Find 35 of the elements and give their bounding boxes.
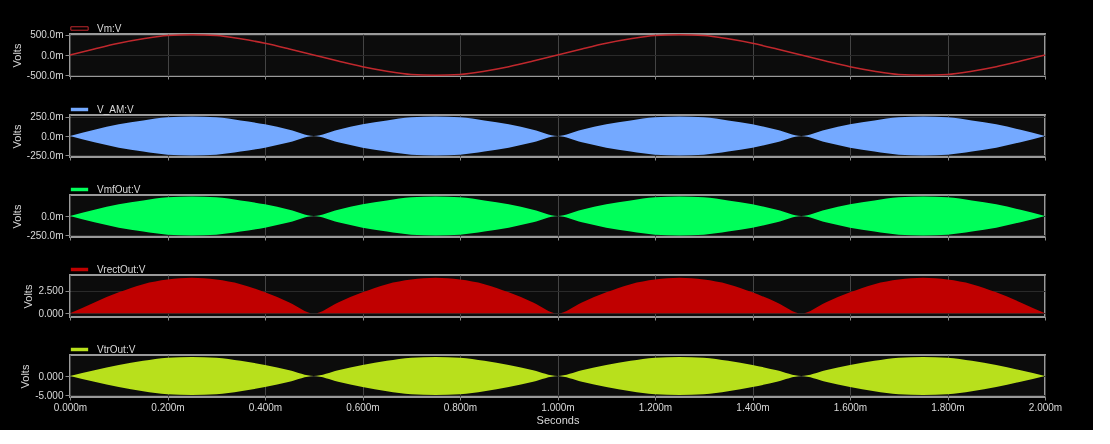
y-axis-title: Volts bbox=[10, 43, 23, 68]
y-tick-label: 0.0m bbox=[41, 130, 64, 142]
y-tick-label: 0.0m bbox=[41, 49, 64, 61]
legend-label: Vm:V bbox=[97, 22, 122, 34]
y-tick-label: 0.000 bbox=[38, 370, 64, 382]
x-tick-label: 0.200m bbox=[151, 401, 185, 413]
x-tick-label: 1.200m bbox=[638, 401, 673, 413]
legend-label: VtrOut:V bbox=[97, 343, 136, 355]
line-series bbox=[69, 34, 1046, 76]
y-axis-title: Volts bbox=[10, 204, 23, 229]
y-tick-label: -5.000 bbox=[35, 389, 64, 401]
y-tick-label: 0.0m bbox=[41, 210, 64, 222]
x-tick-label: 0.800m bbox=[443, 401, 478, 413]
legend-label: V_AM:V bbox=[97, 103, 135, 115]
y-tick-label: -250.0m bbox=[26, 149, 64, 161]
x-tick-label: 0.400m bbox=[248, 401, 283, 413]
x-tick-label: 1.800m bbox=[931, 401, 965, 413]
x-tick-label: 1.400m bbox=[736, 401, 770, 413]
y-tick-label: 0.000 bbox=[38, 307, 64, 319]
legend-label: VmfOut:V bbox=[97, 183, 141, 195]
y-axis-title: Volts bbox=[19, 364, 32, 389]
x-tick-label: 0.000m bbox=[53, 401, 88, 413]
x-tick-label: 0.600m bbox=[346, 401, 380, 413]
x-axis-title: Seconds bbox=[536, 413, 580, 426]
x-tick-label: 1.000m bbox=[541, 401, 575, 413]
y-tick-label: 500.0m bbox=[30, 29, 64, 41]
y-tick-label: 2.500 bbox=[38, 285, 64, 297]
legend-label: VrectOut:V bbox=[97, 263, 146, 275]
x-tick-label: 1.600m bbox=[833, 401, 868, 413]
x-tick-label: 2.000m bbox=[1028, 401, 1063, 413]
y-tick-label: -250.0m bbox=[26, 229, 64, 241]
y-tick-label: -500.0m bbox=[26, 69, 64, 81]
y-axis-title: Volts bbox=[22, 284, 35, 309]
y-axis-title: Volts bbox=[10, 124, 23, 149]
y-tick-label: 250.0m bbox=[30, 111, 64, 123]
